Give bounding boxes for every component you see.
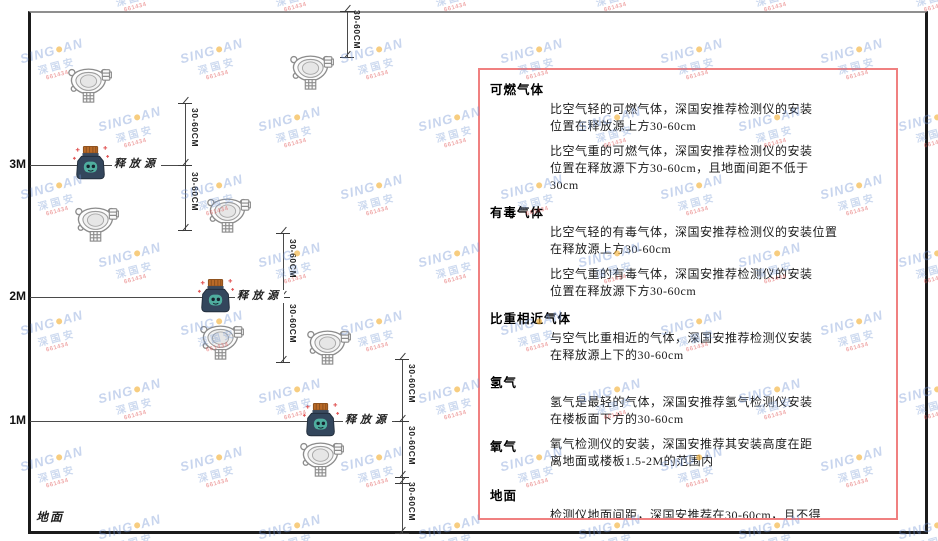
watermark-code: 661434 [0,132,8,149]
dimension-tick [178,230,192,231]
dimension-label: 30-60CM [352,10,362,50]
watermark-code: 661434 [0,0,8,14]
section-oxygen: 氧气 氧气检测仪的安装，深国安推荐其安装高度在距 离地面或楼板1.5-2M的范围… [490,436,884,470]
watermark-cjk: 深国安 [274,0,327,9]
paragraph-hydrogen: 氢气是最轻的气体，深国安推荐氢气检测仪安装 在楼板面下方的30-60cm [550,395,813,427]
paragraph-toxic-heavy: 比空气重的有毒气体，深国安推荐检测仪的安装 位置在释放源下方30-60cm [550,267,813,299]
paragraph-toxic-light: 比空气轻的有毒气体，深国安推荐检测仪的安装位置 在释放源上方30-60cm [550,225,838,257]
level-line-3m [30,165,186,166]
dimension-tick [340,11,354,12]
dimension-label: 30-60CM [407,426,417,466]
dimension-tick [395,533,409,534]
ground-label: 地面 [36,510,65,524]
paragraph-ground: 检测仪地面间距，深国安推荐在30-60cm，且不得 小于30cm，因为过低容易水… [550,508,822,520]
watermark-dot-icon [933,521,938,530]
release-source-label: 释放源 [235,290,284,303]
watermark-cjk: 深国安 [754,0,807,9]
axis-label-2m: 2M [9,289,26,303]
gas-detector-icon [207,198,251,233]
watermark-cjk: 深国安 [914,0,938,9]
gas-detector-icon [68,68,112,103]
axis-label-3m: 3M [9,157,26,171]
dimension-label: 30-60CM [407,482,417,522]
gas-detector-icon [75,207,119,242]
dimension-tick [276,233,290,234]
gas-detector-icon [200,325,244,360]
dimension-label: 30-60CM [190,108,200,148]
axis-label-1m: 1M [9,413,26,427]
gas-detector-icon [307,330,351,365]
level-line-1m [30,421,403,422]
heading-combustible-gas: 可燃气体 [490,83,545,97]
room-outline [28,11,928,534]
heading-oxygen: 氧气 [490,440,518,455]
watermark-dot-icon [933,113,938,122]
gas-detector-icon [290,55,334,90]
paragraph-similar-density: 与空气比重相近的气体，深国安推荐检测仪安装 在释放源上下的30-60cm [550,331,813,363]
dimension-tick [178,165,192,166]
watermark-cjk: 深国安 [114,0,167,9]
heading-toxic-gas: 有毒气体 [490,206,545,221]
watermark-cjk: 深国安 [0,0,7,9]
dimension-label: 30-60CM [190,172,200,212]
dimension-tick [276,362,290,363]
dimension-tick [340,57,354,58]
watermark-cjk: 深国安 [0,254,7,282]
dimension-tick [178,103,192,104]
dimension-label: 30-60CM [407,364,417,404]
level-line-2m [30,297,284,298]
gas-detector-icon [300,442,344,477]
watermark-dot-icon [933,385,938,394]
dimension-tick [395,421,409,422]
watermark-cjk: 深国安 [0,118,7,146]
paragraph-combustible-heavy: 比空气重的可燃气体，深国安推荐检测仪的安装 位置在释放源下方30-60cm，且地… [550,144,813,193]
release-source-label: 释放源 [112,158,161,171]
info-panel: 可燃气体 比空气轻的可燃气体，深国安推荐检测仪的安装 位置在释放源上方30-60… [478,68,898,520]
dimension-line [402,359,403,534]
release-source-icon [302,402,340,437]
release-source-icon [72,145,110,180]
dimension-label: 30-60CM [288,239,298,279]
dimension-line [185,103,186,231]
paragraph-combustible-light: 比空气轻的可燃气体，深国安推荐检测仪的安装 位置在释放源上方30-60cm [550,102,813,134]
dimension-tick [395,359,409,360]
heading-similar-density-gas: 比重相近气体 [490,312,572,327]
release-source-icon [197,278,235,313]
watermark-dot-icon [933,249,938,258]
watermark-cjk: 深国安 [594,0,647,9]
release-source-label: 释放源 [343,414,392,427]
watermark-cjk: 深国安 [0,526,7,541]
dimension-tick [395,477,409,478]
heading-hydrogen: 氢气 [490,376,518,391]
dimension-tick [395,483,409,484]
heading-ground: 地面 [490,489,518,504]
paragraph-oxygen: 氧气检测仪的安装，深国安推荐其安装高度在距 离地面或楼板1.5-2M的范围内 [550,437,813,469]
dimension-label: 30-60CM [288,304,298,344]
watermark-cjk: 深国安 [434,0,487,9]
watermark-code: 661434 [0,268,8,285]
dimension-line [347,11,348,58]
